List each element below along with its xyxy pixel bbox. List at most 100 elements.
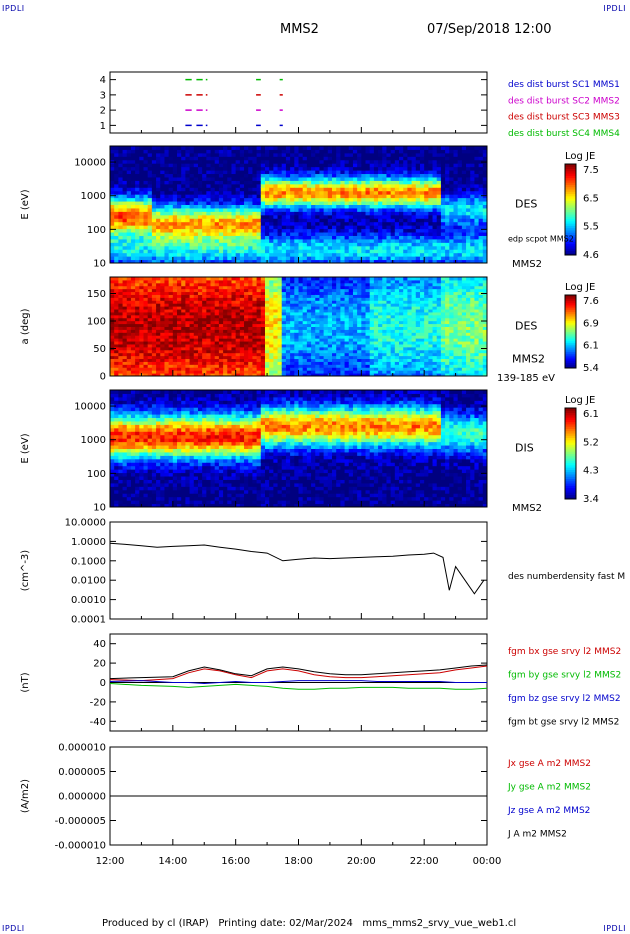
des-energy-heatmap-cell	[147, 221, 153, 226]
des-energy-heatmap-cell	[357, 242, 362, 247]
des-energy-heatmap-cell	[457, 183, 463, 188]
des-pitch-angle-heatmap-cell	[252, 279, 258, 284]
des-pitch-angle-heatmap-cell	[202, 314, 207, 319]
des-pitch-angle-heatmap-cell	[239, 294, 245, 298]
des-energy-heatmap-cell	[260, 152, 266, 157]
des-pitch-angle-heatmap-cell	[210, 300, 216, 304]
des-pitch-angle-heatmap-cell	[306, 320, 312, 325]
des-energy-heatmap-cell	[172, 214, 178, 219]
des-pitch-angle-heatmap-cell	[114, 349, 119, 354]
des-energy-heatmap-cell	[147, 214, 153, 219]
des-pitch-angle-heatmap-cell	[130, 364, 136, 368]
des-energy-heatmap-cell	[252, 204, 258, 209]
des-energy-heatmap-cell	[436, 228, 442, 233]
des-energy-heatmap-cell	[130, 173, 136, 178]
des-energy-heatmap-cell	[223, 211, 228, 216]
des-energy-heatmap-cell	[424, 242, 429, 247]
des-energy-heatmap-cell	[139, 173, 145, 178]
des-energy-heatmap-cell	[143, 232, 149, 236]
des-pitch-angle-heatmap-cell	[181, 282, 186, 287]
des-energy-heatmap-cell	[202, 238, 207, 243]
des-energy-heatmap-cell	[227, 173, 232, 178]
des-energy-heatmap-cell	[340, 259, 346, 264]
des-energy-heatmap-cell	[478, 238, 484, 243]
des-energy-heatmap-cell	[470, 204, 475, 209]
des-energy-heatmap-cell	[327, 207, 333, 212]
des-energy-heatmap-cell	[151, 238, 157, 243]
des-pitch-angle-heatmap-cell	[239, 361, 245, 365]
des-pitch-angle-heatmap-cell	[210, 323, 216, 327]
des-pitch-angle-heatmap-cell	[126, 282, 132, 287]
des-energy-heatmap-cell	[319, 207, 325, 212]
des-energy-heatmap-cell	[361, 156, 367, 161]
des-pitch-angle-heatmap-cell	[244, 338, 249, 342]
des-pitch-angle-heatmap-cell	[156, 326, 161, 330]
des-pitch-angle-heatmap-cell	[277, 277, 283, 281]
des-energy-heatmap-cell	[281, 221, 287, 226]
des-energy-heatmap-cell	[252, 201, 258, 205]
des-pitch-angle-heatmap-cell	[122, 352, 128, 357]
des-energy-heatmap-cell	[189, 183, 195, 188]
des-energy-heatmap-cell	[197, 146, 203, 150]
des-energy-heatmap-cell	[332, 242, 337, 247]
des-energy-heatmap-cell	[156, 197, 161, 202]
des-energy-heatmap-cell	[227, 194, 232, 199]
des-pitch-angle-heatmap-cell	[114, 361, 119, 365]
des-energy-heatmap-cell	[181, 201, 186, 205]
des-pitch-angle-heatmap-cell	[290, 303, 295, 307]
des-energy-heatmap-cell	[139, 183, 145, 188]
des-energy-heatmap-cell	[340, 156, 346, 161]
des-energy-heatmap-cell	[264, 225, 270, 230]
des-pitch-angle-heatmap-cell	[172, 277, 178, 281]
des-pitch-angle-heatmap-cell	[206, 341, 212, 345]
des-energy-heatmap-cell	[147, 156, 153, 161]
des-pitch-angle-heatmap-cell	[185, 285, 191, 290]
des-pitch-angle-heatmap-cell	[139, 323, 145, 327]
des-pitch-angle-heatmap-cell	[298, 367, 304, 371]
des-energy-heatmap-cell	[327, 214, 333, 219]
des-energy-heatmap-cell	[386, 183, 392, 188]
des-pitch-angle-heatmap-cell	[147, 352, 153, 357]
des-energy-heatmap-cell	[177, 152, 182, 157]
des-pitch-angle-heatmap-cell	[143, 288, 149, 293]
des-pitch-angle-heatmap-cell	[193, 279, 199, 284]
des-energy-heatmap-cell	[319, 228, 325, 233]
des-pitch-angle-heatmap-cell	[193, 352, 199, 357]
des-pitch-angle-heatmap-cell	[160, 361, 165, 365]
des-energy-heatmap-cell	[369, 156, 375, 161]
des-energy-heatmap-cell	[453, 201, 459, 205]
des-pitch-angle-heatmap-cell	[306, 358, 312, 362]
des-energy-heatmap-cell	[285, 211, 291, 216]
des-pitch-angle-heatmap-cell	[197, 338, 203, 342]
des-energy-heatmap-cell	[407, 190, 413, 195]
des-energy-heatmap-cell	[147, 249, 153, 254]
des-energy-heatmap-cell	[440, 201, 446, 205]
des-energy-heatmap-cell	[361, 252, 367, 257]
des-energy-heatmap-cell	[457, 201, 463, 205]
des-pitch-angle-heatmap-cell	[114, 355, 119, 360]
des-energy-heatmap-cell	[407, 225, 413, 230]
des-pitch-angle-heatmap-cell	[126, 320, 132, 325]
des-pitch-angle-heatmap-cell	[156, 329, 161, 333]
des-energy-heatmap-cell	[457, 221, 463, 226]
des-energy-heatmap-cell	[332, 211, 337, 216]
des-energy-heatmap-cell	[432, 163, 438, 168]
des-energy-heatmap-cell	[122, 170, 128, 175]
des-energy-heatmap-cell	[294, 235, 299, 240]
des-energy-heatmap-cell	[445, 176, 450, 181]
des-pitch-angle-heatmap-cell	[306, 355, 312, 360]
des-pitch-angle-heatmap-cell	[160, 279, 165, 284]
des-pitch-angle-heatmap-cell	[327, 361, 333, 365]
des-energy-heatmap-cell	[319, 156, 325, 161]
des-pitch-angle-heatmap-cell	[218, 320, 224, 325]
des-energy-heatmap-cell	[361, 228, 367, 233]
des-energy-heatmap-cell	[206, 252, 212, 257]
des-energy-heatmap-cell	[156, 204, 161, 209]
des-energy-heatmap-cell	[181, 242, 186, 247]
des-energy-heatmap-cell	[214, 207, 220, 212]
des-pitch-angle-heatmap-cell	[181, 311, 186, 316]
des-pitch-angle-heatmap-cell	[218, 311, 224, 316]
des-pitch-angle-heatmap-cell	[336, 341, 341, 345]
des-energy-heatmap-cell	[294, 242, 299, 247]
des-pitch-angle-heatmap-cell	[323, 373, 329, 377]
